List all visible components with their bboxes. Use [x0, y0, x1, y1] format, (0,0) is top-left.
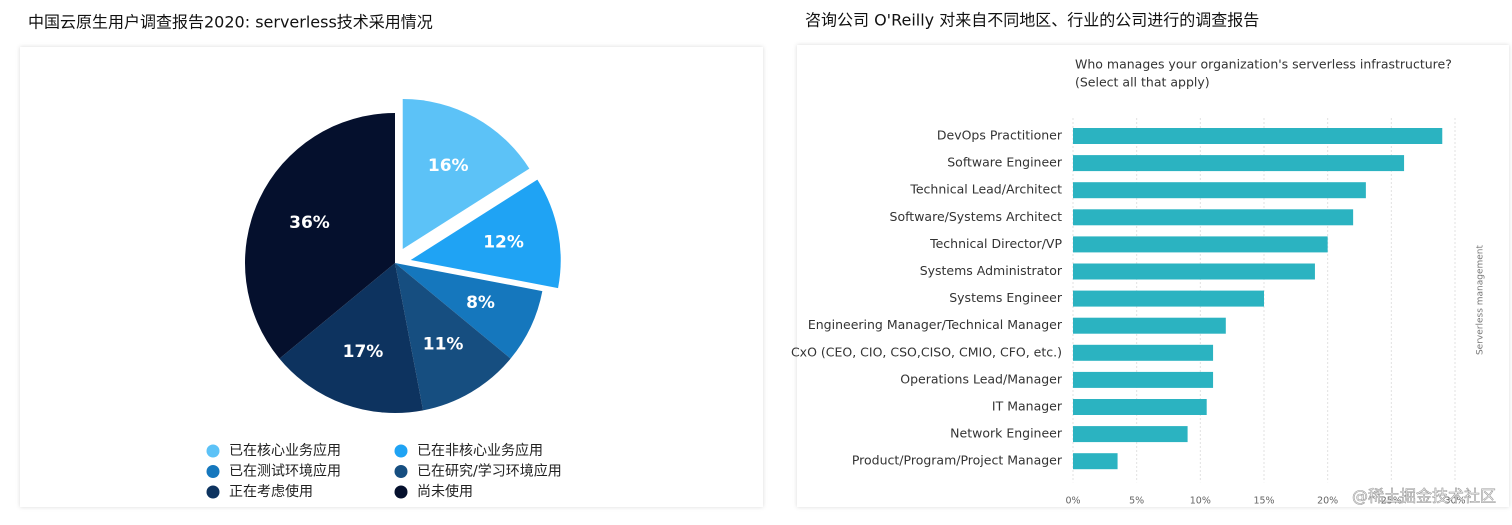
- slice-label: 11%: [423, 334, 464, 354]
- bar: [1073, 399, 1207, 415]
- y-tick-label: Software/Systems Architect: [890, 209, 1063, 224]
- pie-slice: [410, 179, 561, 289]
- pie-slice: [402, 98, 530, 249]
- y-tick-label: DevOps Practitioner: [937, 128, 1063, 143]
- x-tick-label: 25%: [1381, 496, 1402, 507]
- legend-swatch: [206, 465, 220, 478]
- bar-subtitle: (Select all that apply): [1075, 75, 1210, 90]
- slice-label: 8%: [466, 293, 495, 313]
- legend-label: 正在考虑使用: [229, 483, 313, 500]
- y-tick-label: Systems Engineer: [949, 290, 1063, 305]
- bar-title: Who manages your organization's serverle…: [1075, 57, 1452, 72]
- x-tick-label: 10%: [1190, 496, 1211, 507]
- legend-label: 已在非核心业务应用: [417, 442, 543, 459]
- legend-label: 已在研究/学习环境应用: [417, 463, 562, 480]
- side-annotation: Serverless management: [1476, 244, 1486, 355]
- bar: [1073, 209, 1354, 226]
- y-tick-label: Operations Lead/Manager: [900, 371, 1063, 386]
- legend-label: 已在核心业务应用: [229, 442, 341, 459]
- y-tick-label: CxO (CEO, CIO, CSO,CISO, CMIO, CFO, etc.…: [791, 344, 1062, 359]
- y-tick-label: Network Engineer: [950, 426, 1063, 441]
- bar: [1073, 263, 1315, 280]
- x-tick-label: 20%: [1317, 496, 1338, 507]
- slice-label: 36%: [289, 213, 330, 233]
- bar: [1073, 182, 1366, 199]
- pie-slice: [245, 113, 395, 359]
- x-tick-label: 30%: [1444, 496, 1465, 507]
- bar: [1073, 236, 1328, 253]
- bar: [1073, 371, 1214, 388]
- legend-label: 已在测试环境应用: [229, 463, 341, 480]
- slice-label: 17%: [343, 342, 384, 362]
- y-tick-label: Engineering Manager/Technical Manager: [808, 317, 1063, 332]
- right-caption: 咨询公司 O'Reilly 对来自不同地区、行业的公司进行的调查报告: [805, 11, 1259, 30]
- y-tick-label: Product/Program/Project Manager: [852, 453, 1063, 468]
- x-tick-label: 5%: [1129, 496, 1144, 507]
- legend-swatch: [206, 444, 220, 458]
- left-caption: 中国云原生用户调查报告2020: serverless技术采用情况: [28, 13, 433, 32]
- y-tick-label: Software Engineer: [947, 155, 1063, 170]
- legend-label: 尚未使用: [417, 483, 473, 500]
- bar: [1073, 317, 1226, 334]
- bar: [1073, 344, 1214, 361]
- bar: [1073, 453, 1118, 470]
- watermark: @稀土掘金技术社区: [1352, 487, 1496, 506]
- pie-slice: [395, 263, 543, 359]
- y-tick-label: Technical Lead/Architect: [909, 182, 1062, 197]
- legend-swatch: [206, 485, 220, 499]
- y-tick-label: Systems Administrator: [920, 263, 1063, 278]
- bar: [1073, 426, 1188, 443]
- y-tick-label: Technical Director/VP: [929, 236, 1062, 251]
- x-tick-label: 0%: [1065, 496, 1080, 507]
- legend-swatch: [394, 485, 408, 499]
- slice-label: 12%: [483, 232, 524, 252]
- bar: [1073, 290, 1264, 307]
- slice-label: 16%: [428, 156, 469, 176]
- y-tick-label: IT Manager: [992, 399, 1063, 414]
- legend-swatch: [394, 465, 408, 478]
- legend-swatch: [394, 444, 408, 458]
- pie-slice: [279, 263, 424, 413]
- bar: [1073, 128, 1443, 144]
- pie-slice: [395, 263, 511, 411]
- x-tick-label: 15%: [1253, 496, 1274, 507]
- bar: [1073, 155, 1405, 172]
